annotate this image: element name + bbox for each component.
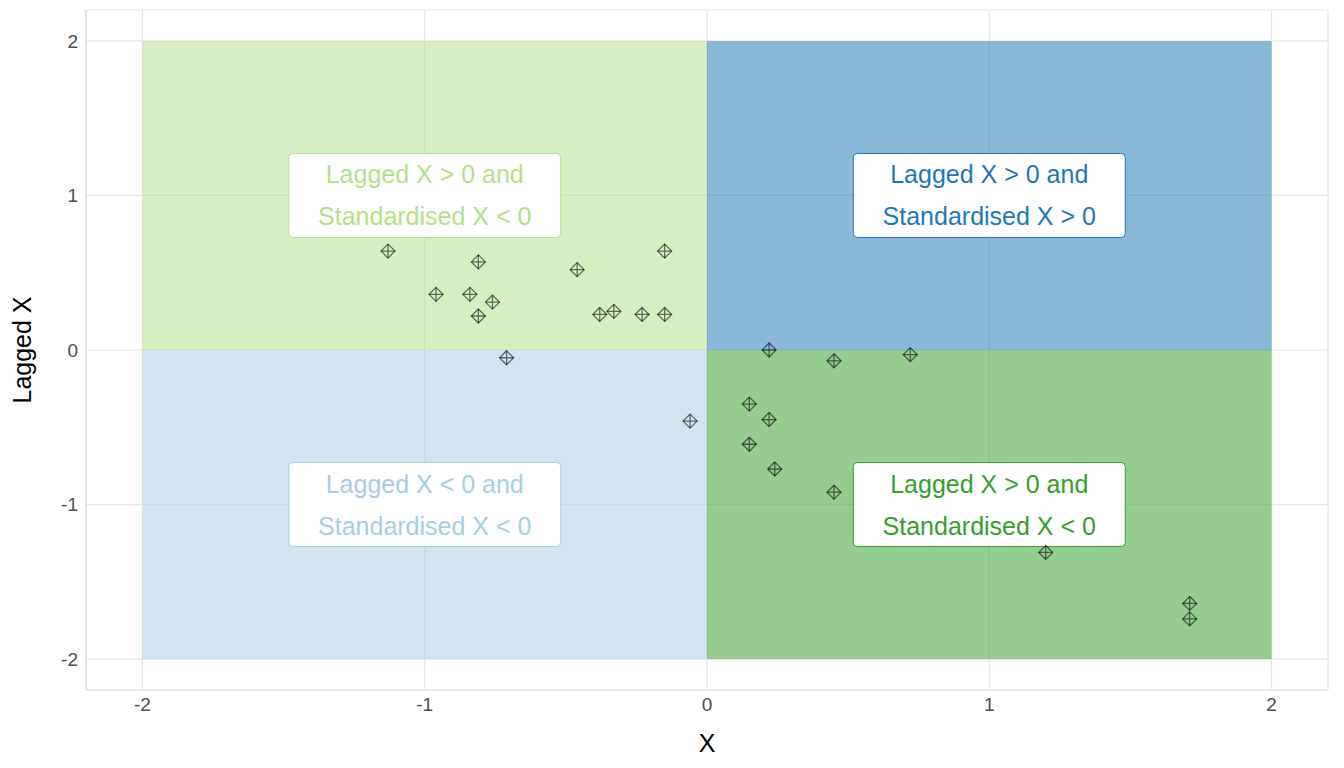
svg-text:-1: -1 (416, 694, 433, 715)
svg-text:Standardised X < 0: Standardised X < 0 (883, 512, 1096, 540)
svg-text:-1: -1 (61, 494, 78, 515)
svg-text:Lagged X > 0 and: Lagged X > 0 and (326, 160, 524, 188)
svg-text:Standardised X < 0: Standardised X < 0 (318, 202, 531, 230)
svg-text:Lagged X < 0 and: Lagged X < 0 and (326, 470, 524, 498)
svg-text:0: 0 (702, 694, 713, 715)
svg-text:1: 1 (984, 694, 995, 715)
svg-text:Lagged X > 0 and: Lagged X > 0 and (890, 470, 1088, 498)
svg-text:Standardised X < 0: Standardised X < 0 (318, 512, 531, 540)
svg-text:1: 1 (67, 185, 78, 206)
svg-text:Lagged X > 0 and: Lagged X > 0 and (890, 160, 1088, 188)
svg-text:X: X (699, 729, 716, 757)
svg-text:-2: -2 (134, 694, 151, 715)
svg-text:0: 0 (67, 340, 78, 361)
svg-text:2: 2 (1266, 694, 1277, 715)
svg-text:Standardised X > 0: Standardised X > 0 (883, 202, 1096, 230)
svg-text:Lagged X: Lagged X (8, 296, 36, 403)
svg-text:-2: -2 (61, 649, 78, 670)
svg-text:2: 2 (67, 31, 78, 52)
